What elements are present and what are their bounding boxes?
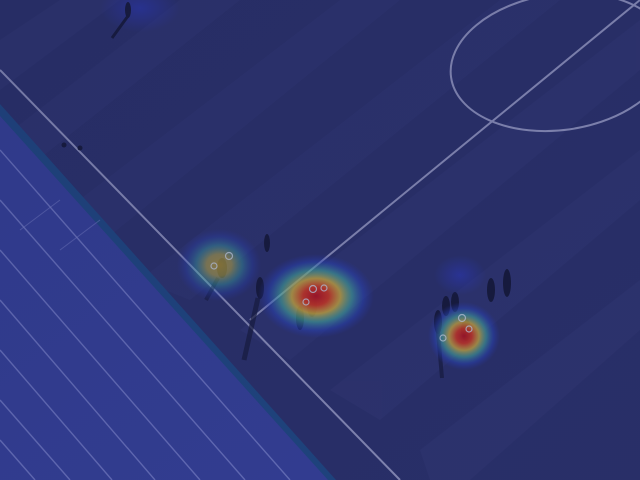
aerial-field-heatmap [0,0,640,480]
scene-svg [0,0,640,480]
tint-overlay [0,0,640,480]
